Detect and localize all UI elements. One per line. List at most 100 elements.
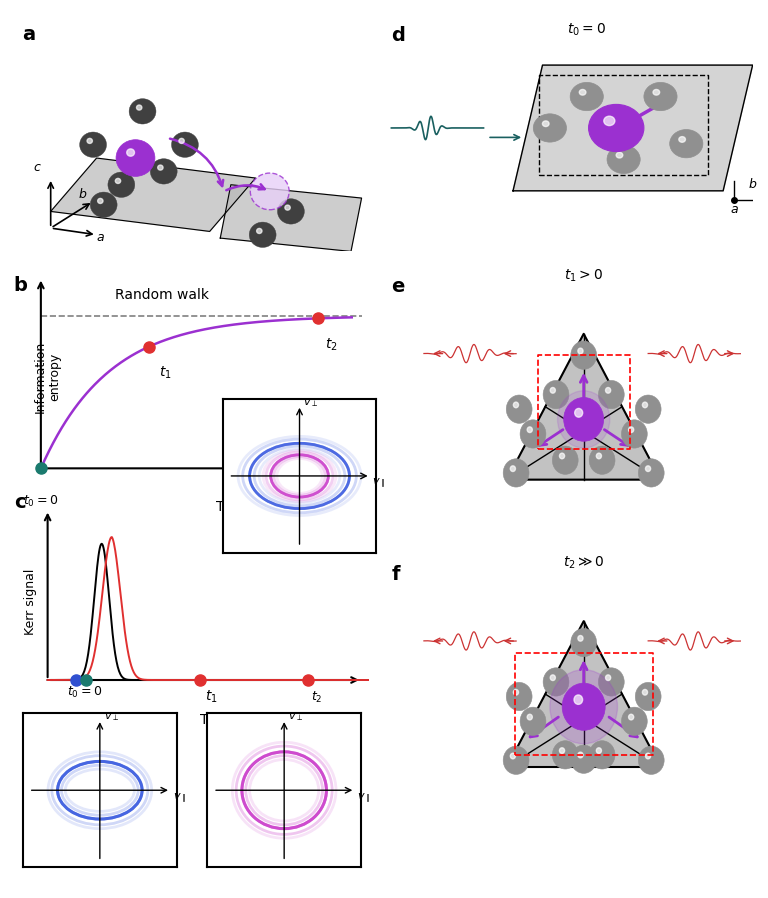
Circle shape (506, 395, 532, 423)
Circle shape (542, 121, 549, 127)
Circle shape (533, 114, 567, 142)
Text: Information
entropy: Information entropy (34, 341, 61, 413)
Circle shape (91, 192, 117, 217)
Text: Kerr signal: Kerr signal (25, 568, 37, 635)
Circle shape (80, 132, 107, 157)
Circle shape (558, 391, 610, 448)
Circle shape (257, 228, 262, 233)
Circle shape (115, 179, 121, 183)
Circle shape (559, 748, 564, 753)
Circle shape (250, 173, 290, 210)
Polygon shape (220, 185, 362, 251)
Circle shape (179, 138, 184, 144)
Text: $t_0 = 0$: $t_0 = 0$ (568, 22, 606, 38)
Circle shape (642, 690, 647, 695)
Circle shape (116, 140, 155, 176)
Circle shape (574, 409, 583, 418)
Circle shape (589, 741, 615, 769)
Circle shape (579, 90, 586, 95)
Text: Random walk: Random walk (115, 288, 209, 303)
Circle shape (607, 145, 641, 173)
Circle shape (552, 741, 578, 769)
Circle shape (129, 99, 156, 124)
Text: $t_2 \gg 0$: $t_2 \gg 0$ (563, 555, 604, 571)
Circle shape (520, 419, 546, 448)
Text: $v_\perp$: $v_\perp$ (303, 397, 319, 409)
Circle shape (628, 427, 634, 433)
Polygon shape (507, 334, 660, 480)
Circle shape (543, 381, 569, 409)
Circle shape (638, 746, 664, 774)
Circle shape (578, 636, 583, 641)
Circle shape (108, 172, 134, 198)
Circle shape (616, 153, 623, 158)
Circle shape (520, 707, 546, 735)
Circle shape (285, 205, 290, 210)
Text: $t_0 = 0$: $t_0 = 0$ (23, 494, 58, 509)
Text: b: b (749, 178, 756, 190)
Circle shape (98, 198, 103, 204)
Text: $v_\parallel$: $v_\parallel$ (357, 791, 370, 806)
Circle shape (645, 753, 650, 759)
Polygon shape (507, 621, 660, 767)
Circle shape (588, 104, 644, 152)
Circle shape (604, 116, 615, 126)
Text: $v_\parallel$: $v_\parallel$ (372, 477, 386, 491)
Circle shape (527, 427, 532, 433)
Circle shape (578, 348, 583, 354)
Circle shape (562, 683, 605, 730)
Circle shape (543, 668, 569, 696)
Circle shape (250, 222, 276, 248)
Text: a: a (730, 203, 738, 216)
Text: f: f (392, 565, 400, 584)
Circle shape (571, 341, 597, 369)
Text: $v_\perp$: $v_\perp$ (104, 711, 119, 723)
Circle shape (564, 398, 604, 441)
Circle shape (503, 746, 529, 774)
Circle shape (645, 466, 650, 471)
Text: c: c (14, 493, 25, 512)
Text: $t_1 > 0$: $t_1 > 0$ (564, 268, 603, 284)
Circle shape (506, 682, 532, 710)
Circle shape (137, 105, 142, 110)
Text: Time: Time (200, 713, 233, 727)
Circle shape (550, 388, 555, 393)
Circle shape (635, 395, 661, 423)
Circle shape (596, 453, 601, 459)
Circle shape (157, 165, 163, 170)
Circle shape (598, 668, 624, 696)
Circle shape (635, 682, 661, 710)
Text: $v_\parallel$: $v_\parallel$ (173, 791, 186, 806)
Circle shape (87, 138, 92, 144)
Circle shape (578, 753, 583, 758)
Circle shape (596, 748, 601, 753)
Circle shape (638, 459, 664, 487)
Text: $v_\perp$: $v_\perp$ (288, 711, 303, 723)
Text: $t_1$: $t_1$ (205, 689, 217, 705)
Text: $t_1$: $t_1$ (159, 365, 172, 381)
Circle shape (571, 629, 597, 656)
Circle shape (527, 714, 532, 720)
Circle shape (571, 745, 597, 773)
Circle shape (559, 453, 564, 459)
Circle shape (589, 446, 615, 474)
Circle shape (550, 675, 555, 681)
Circle shape (503, 459, 529, 487)
Circle shape (570, 83, 604, 110)
Circle shape (151, 159, 177, 184)
Circle shape (679, 136, 686, 142)
Circle shape (550, 670, 617, 744)
Circle shape (513, 402, 518, 408)
Circle shape (277, 198, 304, 224)
Text: Time: Time (217, 500, 250, 514)
Text: b: b (78, 188, 87, 201)
Text: e: e (392, 277, 405, 296)
Polygon shape (513, 66, 753, 191)
Circle shape (642, 402, 647, 408)
Text: $t_0 = 0$: $t_0 = 0$ (67, 685, 102, 700)
Text: b: b (14, 276, 28, 295)
Polygon shape (51, 158, 256, 232)
Circle shape (127, 149, 134, 156)
Circle shape (598, 381, 624, 409)
Circle shape (171, 132, 198, 157)
